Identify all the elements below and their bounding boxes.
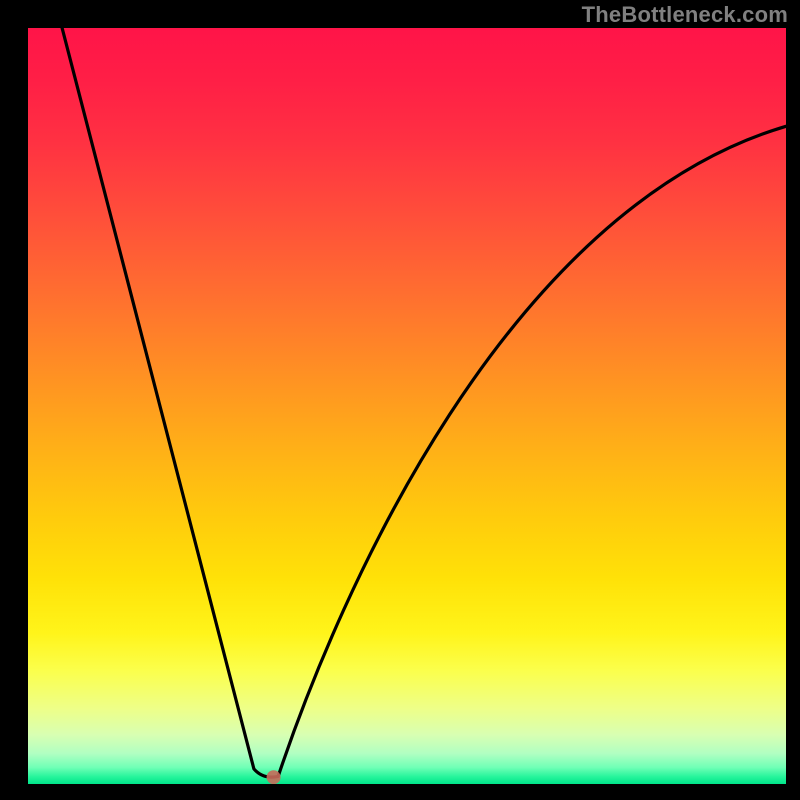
bottleneck-curve: [28, 28, 786, 784]
optimal-point-marker: [267, 770, 281, 784]
frame-right: [786, 0, 800, 800]
plot-area: [28, 28, 786, 784]
frame-bottom: [0, 784, 800, 800]
frame-left: [0, 0, 28, 800]
watermark: TheBottleneck.com: [582, 2, 788, 28]
